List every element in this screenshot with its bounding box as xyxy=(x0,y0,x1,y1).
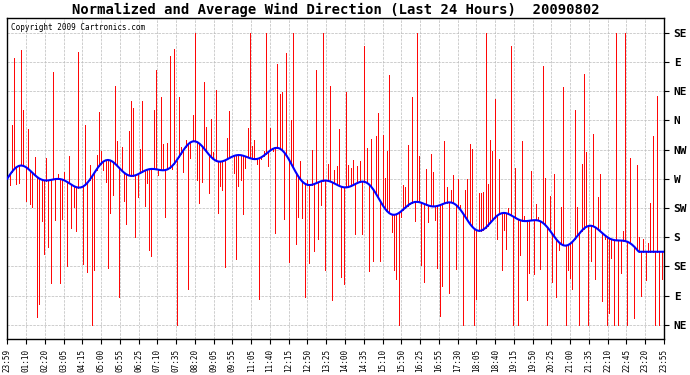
Text: Copyright 2009 Cartronics.com: Copyright 2009 Cartronics.com xyxy=(10,23,145,32)
Title: Normalized and Average Wind Direction (Last 24 Hours)  20090802: Normalized and Average Wind Direction (L… xyxy=(72,3,600,17)
